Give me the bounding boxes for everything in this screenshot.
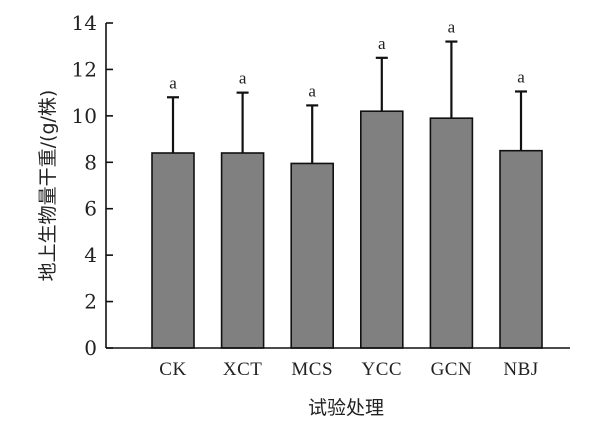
significance-label: a	[448, 18, 456, 37]
axes-group	[105, 23, 570, 349]
x-tick-label: MCS	[291, 359, 333, 380]
significance-label: a	[169, 73, 177, 92]
y-tick-label: 4	[84, 243, 97, 267]
bar-ycc	[359, 110, 404, 349]
significance-label: a	[239, 69, 247, 88]
bars-group: a a a a a a	[151, 18, 543, 349]
x-tick-label: XCT	[223, 359, 263, 380]
x-tick-labels-group: CK XCT MCS YCC GCN NBJ	[159, 359, 538, 380]
y-ticks-group: 0 2 4 6 8 10 12 14	[72, 11, 113, 360]
x-axis-title: 试验处理	[308, 397, 384, 419]
significance-label: a	[517, 67, 525, 86]
x-tick-label: CK	[159, 359, 186, 380]
x-tick-label: GCN	[431, 359, 473, 380]
y-tick-label: 2	[84, 290, 97, 314]
x-tick-label: NBJ	[503, 359, 538, 380]
bar-gcn	[429, 117, 474, 349]
y-tick-label: 14	[72, 11, 97, 35]
y-axis-title: 地上生物量干重/(g/株)	[37, 90, 59, 282]
bar-ck	[151, 152, 195, 349]
y-tick-label: 8	[84, 150, 97, 174]
y-tick-label: 10	[72, 104, 97, 128]
x-tick-label: YCC	[362, 359, 403, 380]
bar-mcs	[290, 162, 335, 349]
significance-label: a	[378, 34, 386, 53]
bar-xct	[220, 152, 265, 349]
y-tick-label: 0	[84, 336, 97, 360]
bar-nbj	[499, 149, 543, 349]
y-tick-label: 6	[84, 197, 97, 221]
significance-label: a	[308, 81, 316, 100]
y-tick-label: 12	[72, 57, 97, 81]
